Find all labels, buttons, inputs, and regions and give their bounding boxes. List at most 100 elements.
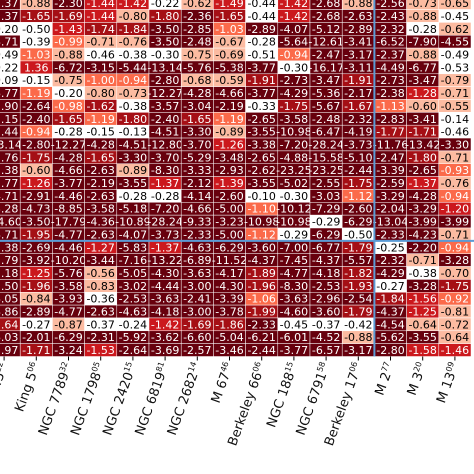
cell-value-label: -1.44 — [86, 0, 114, 10]
cell-value-label: -1.27 — [86, 241, 114, 254]
cell-value-label: -2.55 — [312, 177, 340, 190]
cell-value-label: -4.28 — [408, 190, 436, 203]
cell-value-label: -0.88 — [54, 49, 82, 62]
cell-value-label: -2.37 — [0, 0, 18, 10]
cell-value-label: -1.13 — [376, 100, 404, 113]
cell-value-label: -1.71 — [408, 126, 436, 139]
cell-value-label: -7.16 — [119, 254, 147, 267]
cell-value-label: -4.29 — [376, 267, 404, 280]
cell-value-label: -1.00 — [86, 74, 114, 87]
cell-value-label: -0.88 — [408, 49, 436, 62]
cell-value-label: -3.50 — [22, 216, 50, 229]
cell-value-label: -0.15 — [22, 74, 50, 87]
cell-value-label: -3.17 — [344, 49, 372, 62]
cell-value-label: -1.80 — [408, 151, 436, 164]
cell-value-label: -0.45 — [280, 318, 308, 331]
cell-value-label: -1.96 — [247, 280, 275, 293]
cell-value-label: -12.27 — [147, 87, 182, 100]
cell-value-label: -0.65 — [441, 0, 469, 10]
cell-value-label: -2.89 — [247, 23, 275, 36]
cell-value-label: -4.63 — [183, 241, 211, 254]
cell-value-label: -2.57 — [183, 344, 211, 357]
cell-value-label: -12.80 — [147, 138, 182, 151]
cell-value-label: -5.38 — [0, 241, 18, 254]
cell-value-label: -1.44 — [86, 10, 114, 23]
cell-value-label: -8.30 — [151, 164, 179, 177]
cell-value-label: -4.71 — [0, 36, 18, 49]
cell-value-label: -3.77 — [54, 177, 82, 190]
cell-value-label: -1.80 — [151, 10, 179, 23]
cell-value-label: -1.10 — [247, 203, 275, 216]
cell-value-label: -0.38 — [119, 100, 147, 113]
cell-value-label: -0.22 — [0, 61, 18, 74]
cell-value-label: -3.50 — [151, 36, 179, 49]
cell-value-label: -13.42 — [405, 138, 440, 151]
cell-value-label: -2.91 — [22, 190, 50, 203]
cell-value-label: -3.92 — [22, 254, 50, 267]
cell-value-label: -0.44 — [247, 10, 275, 23]
cell-value-label: -0.79 — [441, 74, 469, 87]
cell-value-label: -6.29 — [215, 241, 243, 254]
cell-value-label: -5.00 — [215, 228, 243, 241]
cell-value-label: -2.85 — [183, 23, 211, 36]
cell-value-label: -3.24 — [54, 344, 82, 357]
cell-value-label: -0.81 — [441, 306, 469, 319]
cell-value-label: -3.62 — [151, 331, 179, 344]
cell-value-label: -3.02 — [119, 280, 147, 293]
cell-value-label: -2.65 — [408, 164, 436, 177]
cell-value-label: -4.66 — [183, 203, 211, 216]
cell-value-label: -0.64 — [408, 318, 436, 331]
cell-value-label: -2.19 — [215, 100, 243, 113]
cell-value-label: -3.77 — [247, 61, 275, 74]
cell-value-label: -1.91 — [247, 74, 275, 87]
cell-value-label: -4.44 — [151, 280, 179, 293]
cell-value-label: -7.90 — [408, 36, 436, 49]
cell-value-label: -4.46 — [54, 241, 82, 254]
cell-value-label: -0.88 — [344, 331, 372, 344]
cell-value-label: -0.30 — [280, 61, 308, 74]
cell-value-label: -3.55 — [119, 177, 147, 190]
cell-value-label: -1.03 — [215, 23, 243, 36]
cell-value-label: -3.70 — [183, 138, 211, 151]
cell-value-label: -2.31 — [86, 331, 114, 344]
cell-value-label: -3.03 — [312, 190, 340, 203]
cell-value-label: -3.15 — [0, 113, 18, 126]
cell-value-label: -0.27 — [22, 318, 50, 331]
cell-value-label: -2.80 — [22, 138, 50, 151]
cell-value-label: -10.98 — [276, 126, 311, 139]
cell-value-label: -0.89 — [119, 164, 147, 177]
cell-value-label: -5.18 — [119, 203, 147, 216]
cell-value-label: -15.58 — [308, 151, 343, 164]
cell-value-label: -2.01 — [22, 331, 50, 344]
cell-value-label: -1.75 — [280, 100, 308, 113]
cell-value-label: -1.84 — [119, 23, 147, 36]
cell-value-label: -4.71 — [0, 228, 18, 241]
cell-value-label: -0.69 — [215, 49, 243, 62]
cell-value-label: -3.15 — [86, 61, 114, 74]
cell-value-label: -3.55 — [247, 177, 275, 190]
cell-value-label: -2.80 — [376, 344, 404, 357]
cell-value-label: -0.94 — [119, 74, 147, 87]
cell-value-label: -5.12 — [312, 23, 340, 36]
cell-value-label: -2.32 — [376, 254, 404, 267]
cell-value-label: -4.46 — [54, 190, 82, 203]
cell-value-label: -3.63 — [280, 293, 308, 306]
cell-value-label: -2.89 — [22, 306, 50, 319]
cell-value-label: -1.65 — [22, 10, 50, 23]
cell-value-label: -3.41 — [408, 113, 436, 126]
cell-value-label: -5.04 — [215, 331, 243, 344]
cell-value-label: -1.80 — [119, 113, 147, 126]
cell-value-label: -1.65 — [86, 151, 114, 164]
cell-value-label: -3.29 — [408, 203, 436, 216]
cell-value-label: -4.29 — [280, 87, 308, 100]
cell-value-label: -0.64 — [441, 331, 469, 344]
cell-value-label: -5.57 — [344, 254, 372, 267]
cell-value-label: -1.46 — [441, 344, 469, 357]
cell-value-label: -3.17 — [344, 344, 372, 357]
cell-value-label: -3.58 — [280, 113, 308, 126]
cell-value-label: -1.69 — [183, 318, 211, 331]
cell-value-label: -0.25 — [376, 241, 404, 254]
cell-value-label: -7.29 — [312, 203, 340, 216]
cell-value-label: -2.96 — [312, 293, 340, 306]
